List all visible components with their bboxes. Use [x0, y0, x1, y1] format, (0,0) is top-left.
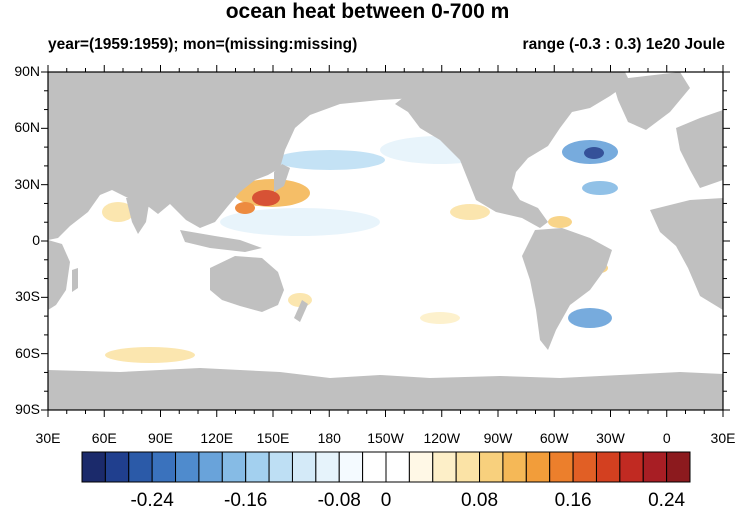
longitude-label: 0 [662, 430, 671, 446]
colorbar-label: 0.16 [554, 490, 592, 511]
latitude-label: 30N [14, 175, 40, 192]
colorbar-swatch [385, 451, 410, 483]
value-range-subtitle: range (-0.3 : 0.3) 1e20 Joule [522, 36, 725, 53]
anomaly-warm-kuroshio-west [235, 202, 255, 214]
colorbar-swatch [408, 451, 434, 483]
colorbar-swatch [198, 451, 223, 483]
colorbar-swatch [572, 451, 597, 483]
longitude-label: 120E [200, 430, 234, 446]
land-indonesia [180, 230, 262, 252]
latitude-label: 90N [14, 63, 40, 79]
colorbar-swatch [525, 451, 551, 483]
colorbar-swatch [151, 451, 177, 483]
colorbar-swatch [291, 451, 317, 483]
anomaly-warm-kuroshio-core [252, 190, 280, 206]
latitude-label: 60N [14, 119, 40, 136]
anomaly-warm-arabian-sea [102, 202, 134, 222]
colorbar-swatch [642, 451, 668, 483]
colorbar-label: 0.24 [648, 490, 686, 511]
land-masses [48, 72, 723, 410]
longitude-label: 150W [367, 430, 404, 446]
anomaly-cold-gulf-stream [582, 181, 618, 195]
colorbar-swatch [268, 451, 293, 483]
map-title: ocean heat between 0-700 m [225, 0, 510, 23]
colorbar-swatch [595, 451, 621, 483]
colorbar-swatch [81, 451, 106, 483]
longitude-label: 30W [596, 430, 625, 446]
colorbar-swatch [549, 451, 574, 483]
colorbar-swatch [479, 451, 504, 483]
colorbar-label: -0.16 [224, 490, 268, 511]
latitude-label: 90S [15, 401, 40, 417]
colorbar-swatch [175, 451, 200, 483]
latitude-label: 0 [32, 232, 40, 248]
colorbar-label: -0.24 [130, 490, 174, 511]
anomaly-cold-n-atlantic-core [584, 147, 604, 159]
colorbar-swatch [666, 451, 691, 483]
colorbar-label: -0.08 [317, 490, 361, 511]
land-madagascar [72, 268, 78, 292]
land-north-america [395, 72, 630, 228]
land-india [126, 198, 150, 234]
land-africa-west [650, 198, 723, 310]
land-japan [274, 164, 290, 192]
colorbar-swatch [619, 451, 644, 483]
anomaly-warm-s-pacific [420, 312, 460, 324]
colorbar-swatch [338, 451, 364, 483]
longitude-label: 30E [710, 430, 735, 446]
axis-ticks [41, 65, 730, 417]
land-australia [210, 256, 284, 312]
longitude-label: 120W [423, 430, 461, 446]
colorbar-swatch [362, 451, 387, 483]
longitude-label: 90E [148, 430, 173, 446]
time-range-subtitle: year=(1959:1959); mon=(missing:missing) [48, 36, 358, 53]
longitude-label: 60E [91, 430, 117, 446]
anomaly-warm-caribbean [548, 216, 572, 228]
colorbar-label: 0 [380, 490, 392, 511]
colorbar-swatch [432, 451, 457, 483]
colorbar-swatch [315, 451, 340, 483]
land-south-america [522, 228, 612, 350]
colorbar-swatch [455, 451, 481, 483]
colorbar-swatch [104, 451, 130, 483]
anomaly-cold-nw-pacific [275, 150, 385, 170]
colorbar-label: 0.08 [461, 490, 499, 511]
latitude-label: 30S [15, 288, 40, 305]
land-europe [676, 110, 723, 188]
land-new-zealand [294, 300, 308, 322]
anomaly-cold-s-atlantic [568, 308, 612, 328]
longitude-label: 150E [256, 430, 290, 446]
land-antarctica [48, 368, 723, 410]
longitude-label: 30E [35, 430, 61, 446]
anomaly-cold-eq-pacific [220, 208, 380, 236]
anomaly-warm-e-pacific [450, 204, 490, 220]
longitude-label: 60W [539, 430, 569, 446]
map-canvas [48, 72, 723, 410]
longitude-label: 90W [483, 430, 513, 446]
land-greenland [612, 72, 690, 130]
longitude-label: 180 [317, 430, 341, 446]
colorbar-swatch [245, 451, 270, 483]
colorbar-swatch [128, 451, 153, 483]
land-africa [48, 240, 70, 310]
colorbar-swatch [502, 451, 527, 483]
anomaly-warm-southern-ocean [105, 347, 195, 363]
latitude-label: 60S [15, 344, 40, 361]
colorbar-swatch [221, 451, 247, 483]
colorbar [81, 451, 691, 483]
